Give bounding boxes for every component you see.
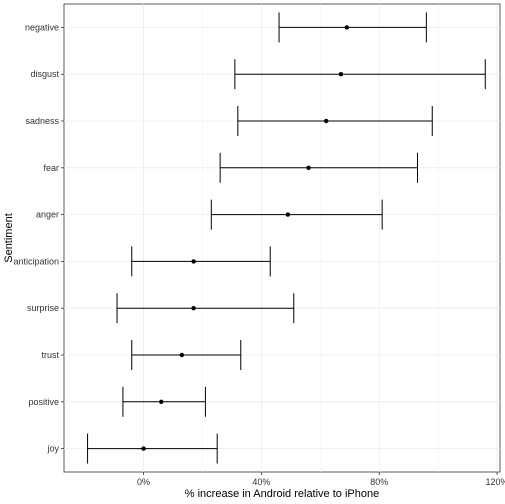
x-tick-label: 120% (486, 477, 505, 487)
y-tick-label-fear: fear (43, 163, 59, 173)
point-negative (344, 25, 350, 30)
point-surprise (191, 306, 196, 311)
panel-background (63, 3, 501, 473)
y-axis: negative disgust sadness fear anger anticipat… (13, 22, 64, 454)
point-anticipation (191, 259, 196, 264)
y-tick-label-surprise: surprise (27, 303, 59, 313)
y-tick-label-joy: joy (46, 444, 59, 454)
y-tick-label-sadness: sadness (25, 116, 59, 126)
point-fear (306, 165, 311, 170)
y-tick-label-anticipation: anticipation (13, 256, 59, 266)
point-disgust (338, 72, 344, 77)
error-bars (87, 12, 486, 464)
y-axis-title: Sentiment (3, 213, 15, 263)
point-positive (159, 399, 164, 404)
point-joy (141, 446, 146, 451)
point-anger (285, 212, 291, 217)
x-tick-label: 40% (252, 477, 270, 487)
y-tick-label-anger: anger (36, 210, 59, 220)
y-tick-label-trust: trust (41, 350, 59, 360)
x-tick-label: 0% (137, 477, 150, 487)
x-axis: 0% 40% 80% 120% (137, 472, 505, 487)
points (141, 25, 350, 451)
x-tick-label: 80% (370, 477, 388, 487)
y-tick-label-disgust: disgust (30, 69, 59, 79)
y-tick-label-negative: negative (25, 22, 59, 32)
y-tick-label-positive: positive (28, 397, 59, 407)
point-sadness (323, 118, 329, 124)
point-trust (179, 352, 185, 358)
x-axis-title: % increase in Android relative to iPhone (185, 488, 379, 500)
